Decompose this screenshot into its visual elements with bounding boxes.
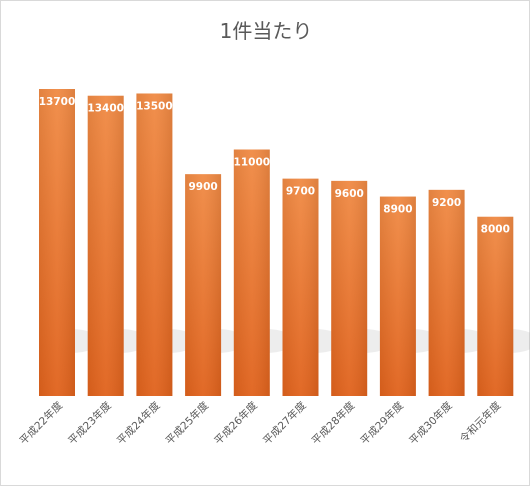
value-label: 9600 [335,188,364,200]
category-label: 平成27年度 [260,399,309,448]
category-label: 平成28年度 [309,399,358,448]
bar-highlight [477,217,513,396]
category-label: 平成30年度 [406,399,455,448]
bar-highlight [39,89,75,396]
category-label: 平成24年度 [114,399,163,448]
category-label: 令和元年度 [457,399,504,446]
value-label: 13500 [136,100,173,112]
bar-highlight [380,197,416,396]
category-label: 平成29年度 [358,399,407,448]
category-label: 平成22年度 [17,399,66,448]
value-label: 9200 [432,197,461,209]
value-label: 11000 [234,157,271,169]
category-label: 平成26年度 [212,399,261,448]
value-label: 8900 [383,204,412,216]
bar-highlight [234,150,270,396]
bar-highlight [88,96,124,396]
bar-highlight [429,190,465,396]
bar-highlight [331,181,367,396]
category-label: 平成25年度 [163,399,212,448]
value-label: 13700 [39,96,76,108]
value-label: 13400 [87,103,124,115]
category-label: 平成23年度 [65,399,114,448]
value-label: 8000 [481,224,510,236]
category-labels: 平成22年度平成23年度平成24年度平成25年度平成26年度平成27年度平成28… [17,399,504,448]
bar-highlight [283,179,319,396]
value-label: 9900 [188,181,217,193]
bar-highlight [136,93,172,396]
bar-highlight [185,174,221,396]
value-label: 9700 [286,186,315,198]
